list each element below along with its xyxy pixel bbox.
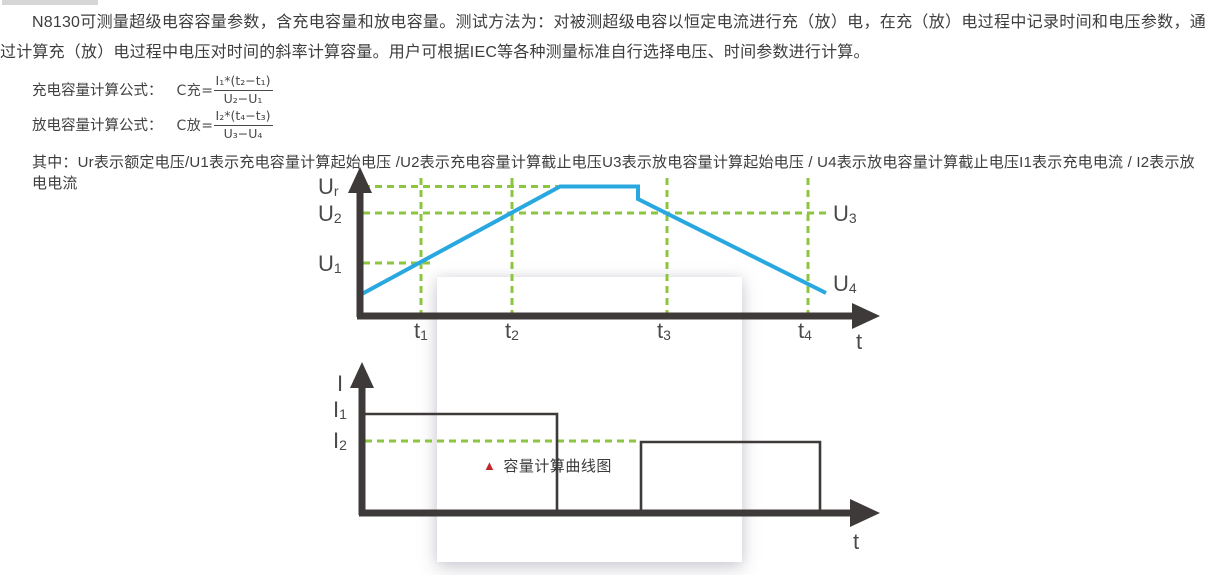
label-u2: U2	[318, 201, 342, 226]
label-i1: I1	[333, 397, 347, 422]
label-t2-sub: 2	[511, 327, 519, 343]
voltage-curve	[359, 184, 827, 297]
discharge-current-pulse	[639, 440, 822, 512]
label-t4: t4	[798, 318, 812, 343]
caption-text: 容量计算曲线图	[503, 458, 612, 475]
label-i2: I2	[333, 428, 347, 453]
symbol-definitions-line: 其中：Ur表示额定电压/U1表示充电容量计算起始电压 /U2表示充电容量计算截止…	[32, 154, 1195, 192]
intro-paragraph: N8130可测量超级电容容量参数，含充电容量和放电容量。测试方法为：对被测超级电…	[0, 14, 1206, 61]
discharge-formula-label: 放电容量计算公式：	[32, 118, 163, 134]
current-time-diagram	[350, 362, 880, 527]
voltage-time-diagram	[348, 167, 880, 329]
label-t4-sub: 4	[804, 327, 812, 343]
label-u1-sub: 1	[333, 260, 342, 276]
charge-formula-label: 充电容量计算公式：	[32, 83, 163, 99]
label-i2-sub: 2	[339, 437, 347, 453]
label-t3-sub: 3	[663, 327, 671, 343]
page-edge-fragment	[2, 0, 98, 5]
caption-triangle-icon: ▲	[483, 458, 497, 473]
charge-formula: C充= I₁*(t₂−t₁) U₂−U₁	[177, 73, 273, 106]
label-t1-sub: 1	[420, 327, 428, 343]
y-axis-arrow-icon	[348, 167, 372, 193]
label-i1-sub: 1	[339, 406, 347, 422]
x-axis-arrow-icon	[850, 499, 880, 527]
label-u4-sub: 4	[848, 280, 857, 296]
label-u2-base: U	[318, 201, 334, 226]
label-ur-sub: r	[333, 183, 339, 199]
label-i1-base: I	[333, 397, 340, 422]
label-u2-sub: 2	[333, 210, 342, 226]
discharge-formula-denominator: U₃−U₄	[223, 125, 263, 141]
label-u3: U3	[833, 201, 857, 226]
label-u4-base: U	[833, 271, 849, 296]
charge-formula-fraction: I₁*(t₂−t₁) U₂−U₁	[213, 73, 273, 106]
label-u3-base: U	[833, 201, 849, 226]
figure-area: Ur U2 U1 U3 U4 t1 t2 t3 t4 t I I1 I2 t ▲…	[0, 165, 1208, 575]
charge-formula-denominator: U₂−U₁	[223, 90, 263, 106]
discharge-formula-fraction: I₂*(t₄−t₃) U₃−U₄	[213, 108, 273, 141]
label-u1-base: U	[318, 251, 334, 276]
label-t2: t2	[505, 318, 519, 343]
label-t4-base: t	[798, 318, 805, 343]
label-t3: t3	[657, 318, 671, 343]
label-t1-base: t	[414, 318, 421, 343]
label-ur-base: U	[318, 174, 334, 199]
label-i2-base: I	[333, 428, 340, 453]
discharge-formula-lhs: C放=	[176, 117, 214, 134]
label-u3-sub: 3	[848, 210, 857, 226]
label-t3-base: t	[657, 318, 664, 343]
formula-block: 充电容量计算公式： C充= I₁*(t₂−t₁) U₂−U₁ 放电容量计算公式：…	[32, 72, 1208, 142]
label-voltage-t-axis: t	[856, 329, 863, 354]
label-t2-base: t	[505, 318, 512, 343]
discharge-formula-row: 放电容量计算公式： C放= I₂*(t₄−t₃) U₃−U₄	[32, 107, 1208, 142]
x-axis-arrow-icon	[852, 303, 880, 329]
discharge-formula: C放= I₂*(t₄−t₃) U₃−U₄	[177, 108, 273, 141]
charge-formula-row: 充电容量计算公式： C充= I₁*(t₂−t₁) U₂−U₁	[32, 72, 1208, 107]
label-current-t-axis: t	[853, 529, 860, 554]
label-u1: U1	[318, 251, 342, 276]
label-u4: U4	[833, 271, 857, 296]
document-text: N8130可测量超级电容容量参数，含充电容量和放电容量。测试方法为：对被测超级电…	[0, 0, 1208, 193]
label-t1: t1	[414, 318, 428, 343]
y-axis-arrow-icon	[350, 362, 374, 388]
label-ur: Ur	[318, 174, 339, 199]
charge-formula-lhs: C充=	[176, 82, 214, 99]
figure-caption: ▲ 容量计算曲线图	[483, 455, 612, 476]
discharge-formula-numerator: I₂*(t₄−t₃)	[213, 108, 273, 126]
charge-formula-numerator: I₁*(t₂−t₁)	[213, 73, 273, 91]
label-current-axis: I	[337, 371, 344, 396]
